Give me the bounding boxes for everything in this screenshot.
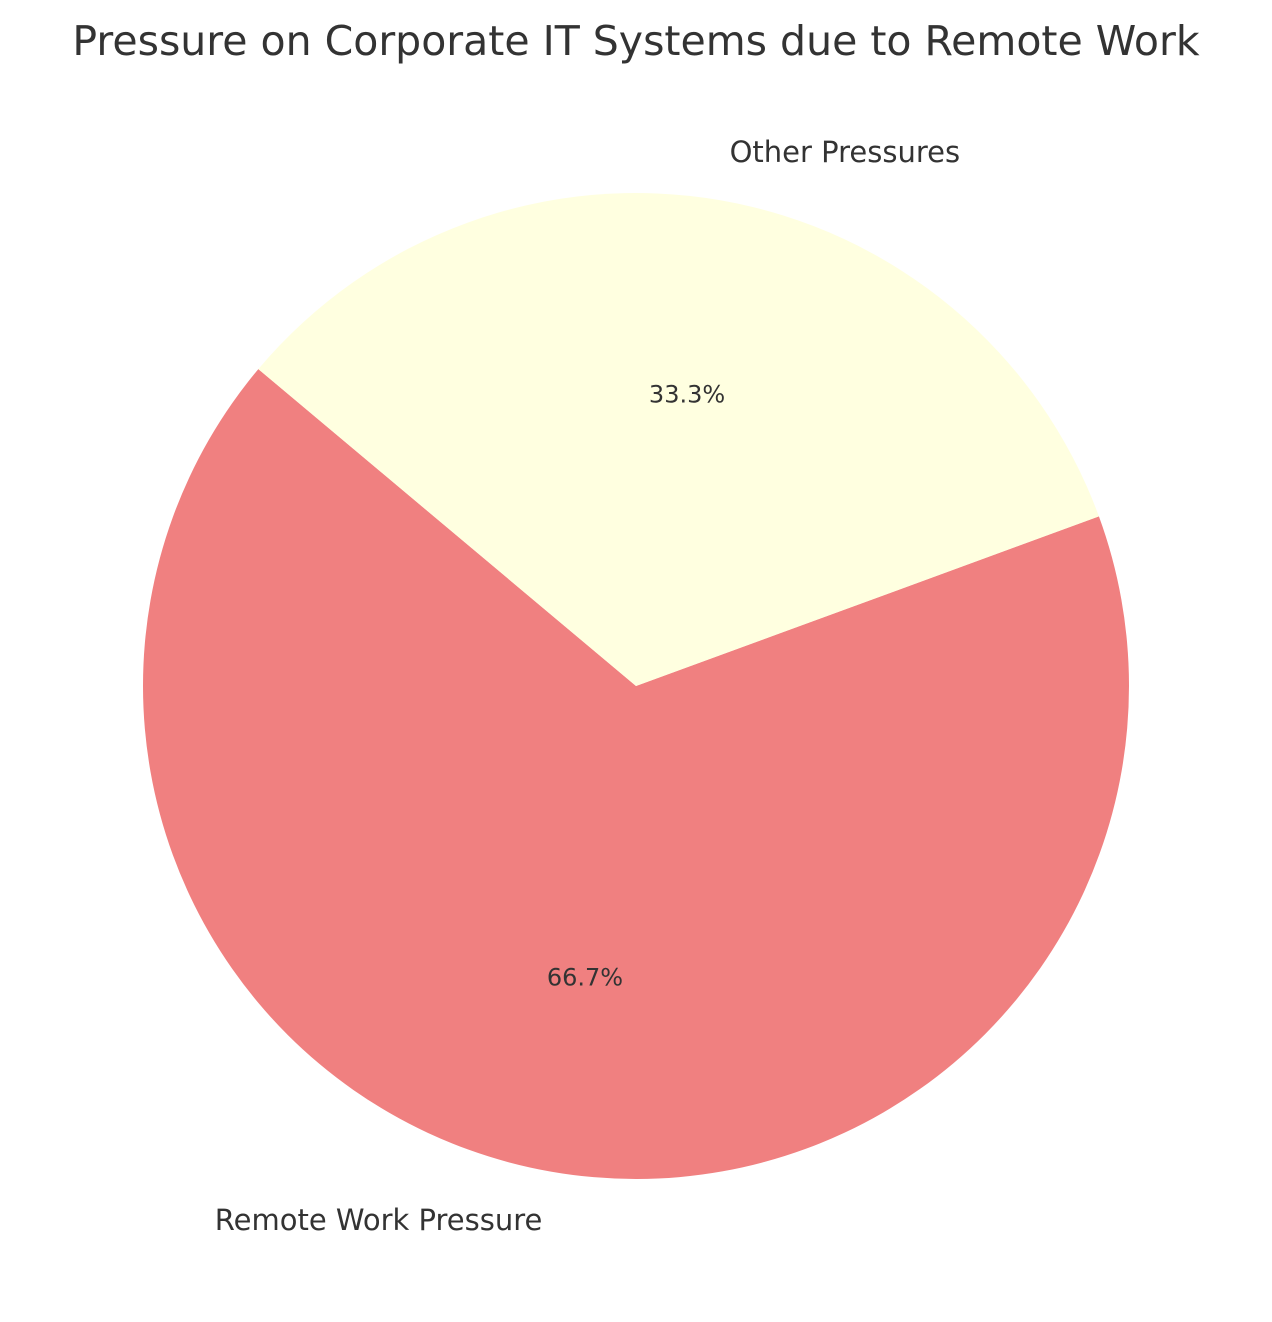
pie-slice-other-pressures — [258, 192, 1099, 686]
pie-slices — [143, 192, 1130, 1179]
slice-percent-label: 66.7% — [547, 963, 623, 991]
pie-labels: Remote Work Pressure 66.7% Other Pressures… — [215, 135, 960, 1237]
slice-percent-label: 33.3% — [649, 381, 725, 409]
slice-label: Remote Work Pressure — [215, 1203, 543, 1237]
pie-slice-remote-work-pressure — [143, 369, 1130, 1179]
slice-label: Other Pressures — [730, 135, 961, 169]
chart-title: Pressure on Corporate IT Systems due to … — [72, 17, 1199, 65]
